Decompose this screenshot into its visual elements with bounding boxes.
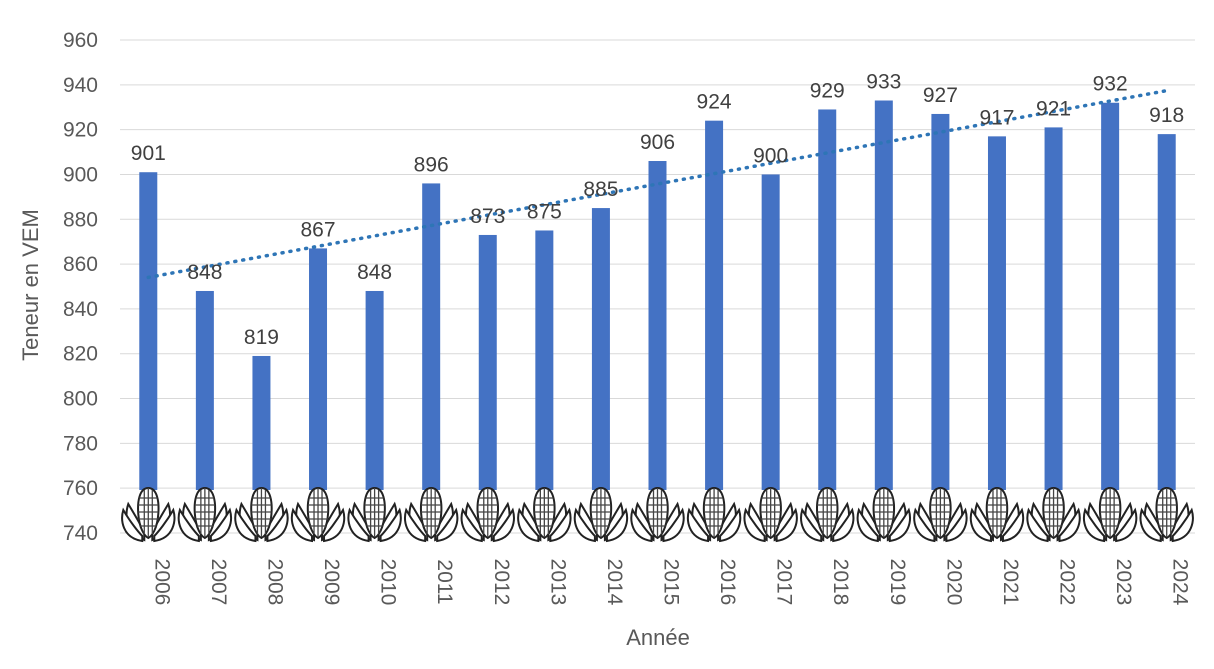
data-label-2022: 921 [1036, 97, 1071, 120]
data-label-2018: 929 [810, 79, 845, 102]
data-label-2016: 924 [697, 91, 732, 114]
y-tick-label: 780 [63, 432, 98, 455]
corn-cob-icon [800, 487, 855, 542]
bar-2014 [591, 208, 610, 490]
corn-cob-icon [460, 487, 515, 542]
y-axis-ticks: 740 760 780 800 820 840 860 880 900 920 940 960 [63, 29, 98, 545]
x-tick-label: 2008 [263, 559, 286, 606]
x-tick-label: 2023 [1112, 559, 1135, 606]
data-label-2013: 875 [527, 200, 562, 223]
corn-cob-icon [517, 487, 572, 542]
bar-2024 [1157, 134, 1176, 491]
y-tick-label: 960 [63, 29, 98, 52]
y-tick-label: 920 [63, 119, 98, 142]
bar-2008 [252, 355, 271, 490]
data-label-2019: 933 [866, 71, 901, 94]
bar-2010 [365, 290, 384, 490]
data-label-2023: 932 [1093, 73, 1128, 96]
x-tick-label: 2011 [433, 559, 456, 604]
y-tick-label: 800 [63, 388, 98, 411]
bar-2016 [705, 120, 724, 490]
bars [139, 100, 1176, 491]
trendline [146, 88, 1169, 280]
x-tick-label: 2006 [150, 559, 173, 606]
bar-2022 [1044, 127, 1063, 491]
x-tick-label: 2013 [546, 559, 569, 606]
bar-2009 [309, 248, 328, 490]
bar-2020 [931, 113, 950, 490]
bar-2006 [139, 172, 158, 491]
x-tick-label: 2020 [942, 559, 965, 606]
x-tick-label: 2018 [829, 559, 852, 606]
data-label-2014: 885 [583, 178, 618, 201]
corn-cob-icon [177, 487, 232, 542]
corn-cob-icon [1026, 487, 1081, 542]
corn-icons [121, 487, 1194, 542]
data-label-2015: 906 [640, 131, 675, 154]
y-tick-label: 740 [63, 522, 98, 545]
corn-cob-icon [347, 487, 402, 542]
bar-2019 [874, 100, 893, 490]
corn-cob-icon [290, 487, 346, 542]
y-tick-label: 860 [63, 253, 98, 276]
corn-cob-icon [573, 487, 629, 542]
corn-cob-icon [1139, 487, 1194, 542]
corn-cob-icon [234, 487, 289, 542]
trendline [146, 88, 1169, 280]
corn-cob-icon [1083, 487, 1138, 542]
corn-cob-icon [913, 487, 968, 542]
corn-cob-icon [856, 487, 911, 542]
x-tick-label: 2022 [1056, 559, 1079, 606]
x-tick-label: 2012 [490, 559, 513, 606]
data-label-2008: 819 [244, 326, 279, 349]
corn-cob-icon [743, 487, 798, 542]
corn-cob-icon [404, 487, 459, 542]
data-labels: 901 848 819 867 848 896 873 875 885 906 924 900 929 9… [131, 71, 1184, 349]
x-tick-label: 2021 [999, 559, 1022, 606]
y-tick-label: 900 [63, 163, 98, 186]
x-axis-title: Année [626, 625, 690, 650]
data-label-2021: 917 [979, 106, 1014, 129]
bar-2012 [478, 234, 497, 490]
corn-cob-icon [121, 487, 176, 542]
bar-2017 [761, 174, 780, 491]
x-tick-label: 2014 [603, 559, 626, 606]
bar-2013 [535, 230, 554, 490]
y-axis-title: Teneur en VEM [18, 209, 43, 361]
x-tick-label: 2016 [716, 559, 739, 606]
data-label-2009: 867 [301, 218, 336, 241]
data-label-2007: 848 [187, 261, 222, 284]
x-tick-label: 2010 [377, 559, 400, 606]
y-tick-label: 940 [63, 74, 98, 97]
x-tick-label: 2007 [207, 559, 230, 606]
data-label-2010: 848 [357, 261, 392, 284]
x-tick-label: 2015 [660, 559, 683, 606]
bar-2011 [422, 183, 441, 490]
x-tick-label: 2017 [773, 559, 796, 606]
y-tick-label: 840 [63, 298, 98, 321]
x-axis-ticks: 2006 2007 2008 2009 2010 2011 2012 2013 2014 2015… [150, 559, 1191, 606]
data-label-2011: 896 [414, 153, 449, 176]
x-tick-label: 2009 [320, 559, 343, 606]
x-tick-label: 2024 [1169, 559, 1192, 606]
y-tick-label: 820 [63, 343, 98, 366]
bar-2007 [195, 290, 214, 490]
data-label-2024: 918 [1149, 104, 1184, 127]
data-label-2006: 901 [131, 142, 166, 165]
bar-2015 [648, 161, 667, 490]
corn-cob-icon [969, 487, 1025, 542]
bar-2021 [987, 136, 1006, 491]
data-label-2017: 900 [753, 144, 788, 167]
corn-cob-icon [686, 487, 742, 542]
data-label-2012: 873 [470, 205, 505, 228]
corn-cob-icon [630, 487, 685, 542]
bar-2023 [1101, 102, 1120, 490]
y-tick-label: 760 [63, 477, 98, 500]
x-tick-label: 2019 [886, 559, 909, 606]
bar-2018 [818, 109, 837, 490]
data-label-2020: 927 [923, 84, 958, 107]
y-tick-label: 880 [63, 208, 98, 231]
